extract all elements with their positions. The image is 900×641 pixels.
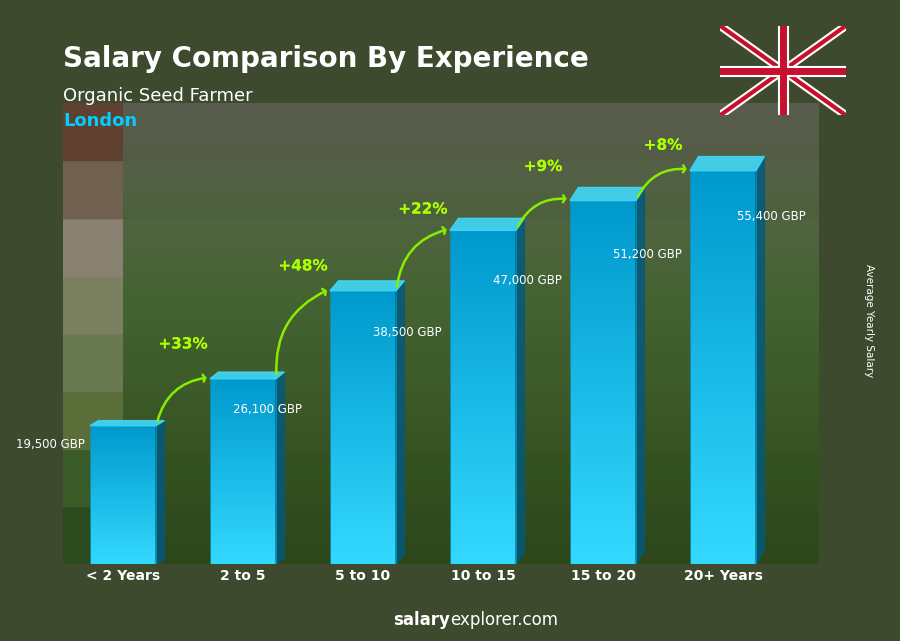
Bar: [63, 506, 819, 564]
Text: explorer.com: explorer.com: [450, 611, 558, 629]
Bar: [63, 333, 819, 391]
Polygon shape: [330, 281, 404, 291]
Bar: [690, 171, 756, 564]
Bar: [63, 218, 819, 276]
Bar: [63, 449, 819, 506]
Bar: [63, 276, 819, 333]
Text: 51,200 GBP: 51,200 GBP: [613, 248, 681, 261]
Text: Salary Comparison By Experience: Salary Comparison By Experience: [63, 45, 589, 73]
Polygon shape: [636, 187, 644, 564]
Polygon shape: [396, 281, 404, 564]
Text: 55,400 GBP: 55,400 GBP: [737, 210, 806, 223]
Text: salary: salary: [393, 611, 450, 629]
Text: +33%: +33%: [158, 337, 208, 351]
Text: London: London: [63, 112, 137, 130]
Bar: [570, 201, 636, 564]
Text: 47,000 GBP: 47,000 GBP: [492, 274, 562, 287]
Text: Organic Seed Farmer: Organic Seed Farmer: [63, 87, 253, 104]
Polygon shape: [570, 187, 644, 201]
Text: 26,100 GBP: 26,100 GBP: [233, 403, 302, 416]
Bar: [90, 426, 156, 564]
Text: +9%: +9%: [524, 159, 562, 174]
Text: +8%: +8%: [644, 138, 682, 153]
Text: +22%: +22%: [398, 201, 447, 217]
Bar: [63, 160, 819, 218]
Polygon shape: [276, 372, 284, 564]
Bar: [450, 230, 516, 564]
Polygon shape: [450, 219, 525, 230]
Text: +48%: +48%: [278, 258, 328, 273]
Polygon shape: [156, 420, 165, 564]
Bar: [63, 103, 819, 160]
Bar: [330, 291, 396, 564]
Polygon shape: [690, 156, 764, 171]
Text: 38,500 GBP: 38,500 GBP: [373, 326, 441, 339]
Text: 19,500 GBP: 19,500 GBP: [15, 438, 85, 451]
Polygon shape: [756, 156, 764, 564]
Polygon shape: [210, 372, 284, 379]
Text: Average Yearly Salary: Average Yearly Salary: [863, 264, 874, 377]
Polygon shape: [516, 219, 525, 564]
Bar: [210, 379, 276, 564]
Polygon shape: [90, 420, 165, 426]
Bar: [63, 391, 819, 449]
